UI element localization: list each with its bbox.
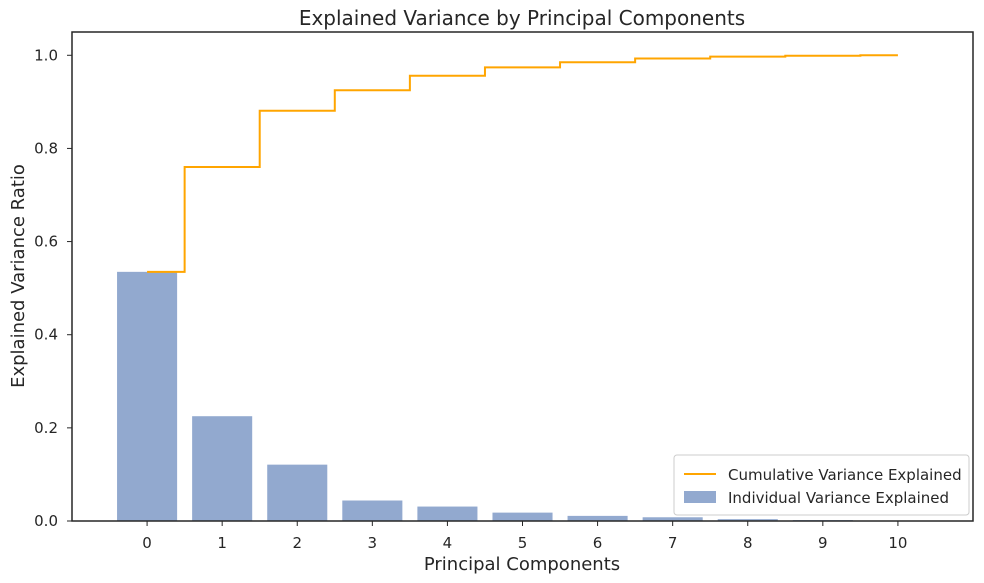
x-tick-label-1: 1 <box>217 534 227 552</box>
bar-6 <box>567 515 628 521</box>
bar-0 <box>117 271 178 521</box>
plot-frame <box>71 31 974 522</box>
bars-group <box>117 271 928 521</box>
cumulative-line-group <box>147 54 898 273</box>
bar-2 <box>267 464 328 521</box>
bar-1 <box>192 416 253 521</box>
y-tick-label-1: 0.2 <box>34 419 58 437</box>
x-tick-label-10: 10 <box>888 534 907 552</box>
x-tick-label-2: 2 <box>292 534 302 552</box>
bar-8 <box>717 519 778 521</box>
x-tick-label-4: 4 <box>443 534 453 552</box>
x-axis-label: Principal Components <box>424 554 620 575</box>
x-tick-label-3: 3 <box>368 534 378 552</box>
x-tick-label-8: 8 <box>743 534 753 552</box>
y-tick-label-2: 0.4 <box>34 326 58 344</box>
y-tick-label-4: 0.8 <box>34 139 58 157</box>
ticks-group: 0 1 2 3 4 5 6 7 8 9 10 0.0 0.2 0.4 0.6 0.8 1.0 <box>34 46 907 552</box>
x-tick-label-9: 9 <box>818 534 828 552</box>
x-tick-label-6: 6 <box>593 534 603 552</box>
y-tick-label-3: 0.6 <box>34 233 58 251</box>
y-tick-label-5: 1.0 <box>34 46 58 64</box>
bar-3 <box>342 500 403 521</box>
legend-label-individual: Individual Variance Explained <box>728 489 949 507</box>
legend-box <box>673 454 970 516</box>
legend: Cumulative Variance Explained Individual… <box>673 454 970 516</box>
chart-title: Explained Variance by Principal Componen… <box>299 6 745 30</box>
x-tick-label-0: 0 <box>142 534 152 552</box>
legend-label-cumulative: Cumulative Variance Explained <box>728 466 962 484</box>
x-tick-label-7: 7 <box>668 534 678 552</box>
y-tick-label-0: 0.0 <box>34 512 58 530</box>
bar-7 <box>642 517 703 521</box>
bar-4 <box>417 506 478 521</box>
x-tick-label-5: 5 <box>518 534 528 552</box>
bar-5 <box>492 512 553 521</box>
y-axis-label: Explained Variance Ratio <box>8 164 29 388</box>
cumulative-variance-line <box>147 54 898 273</box>
legend-bar-swatch <box>684 491 716 503</box>
